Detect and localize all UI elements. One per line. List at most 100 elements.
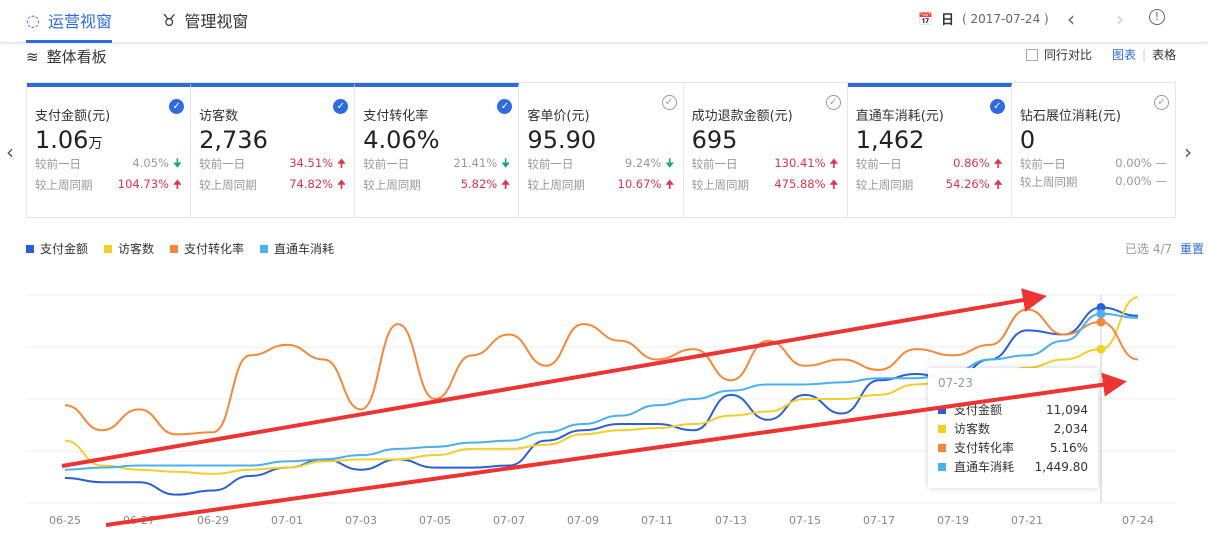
tab-manage-view[interactable]: ♉ 管理视窗 xyxy=(162,10,249,32)
metric-card[interactable]: ✓ 支付转化率 4.06% 较前一日 21.41% 🠋 较上周同期 5.82% 🠉 xyxy=(355,83,520,217)
card-title: 直通车消耗(元) xyxy=(855,109,944,124)
legend-item[interactable]: 直通车消耗 xyxy=(260,240,334,257)
card-title: 钻石展位消耗(元) xyxy=(1019,109,1121,124)
x-tick-label: 07-24 xyxy=(1122,514,1154,527)
x-tick-label: 07-17 xyxy=(863,514,895,527)
tooltip-row: 直通车消耗 1,449.80 xyxy=(938,457,1088,476)
card-value: 0 xyxy=(1019,126,1036,154)
hover-point xyxy=(1096,309,1106,319)
x-tick-label: 07-15 xyxy=(789,514,821,527)
card-value: 4.06% xyxy=(363,126,440,154)
date-picker[interactable]: 📅 日( 2017-07-24 ) xyxy=(918,11,1049,29)
cards-prev-button[interactable]: ‹ xyxy=(6,140,14,164)
legend-item[interactable]: 支付转化率 xyxy=(170,240,244,257)
x-tick-label: 07-03 xyxy=(345,514,377,527)
checked-icon[interactable]: ✓ xyxy=(989,99,1005,114)
card-title: 支付转化率 xyxy=(363,109,429,124)
trend-arrow-icon: 🠋 xyxy=(172,156,183,170)
metric-card[interactable]: ✓ 直通车消耗(元) 1,462 较前一日 0.86% 🠉 较上周同期 54.26%… xyxy=(847,83,1012,217)
week-compare: 较上周同期 10.67% 🠉 xyxy=(527,177,675,192)
metric-card[interactable]: ✓ 客单价(元) 95.90 较前一日 9.24% 🠋 较上周同期 10.67% 🠉 xyxy=(519,83,684,217)
x-tick-label: 07-13 xyxy=(715,514,747,527)
x-tick-label: 06-29 xyxy=(197,514,229,527)
section-title: ≋ 整体看板 xyxy=(26,47,107,67)
compare-checkbox[interactable] xyxy=(1026,48,1038,61)
trend-arrow-icon: — xyxy=(1155,156,1167,170)
trend-arrow-icon: 🠉 xyxy=(993,156,1003,170)
x-tick-label: 07-11 xyxy=(641,514,673,527)
hover-point xyxy=(1096,317,1106,327)
unchecked-icon[interactable]: ✓ xyxy=(825,95,841,110)
week-compare: 较上周同期 0.00% — xyxy=(1019,174,1167,189)
info-icon[interactable]: ! xyxy=(1149,9,1165,25)
x-tick-label: 07-07 xyxy=(493,514,525,527)
card-title: 访客数 xyxy=(199,109,239,124)
trend-arrow-icon: 🠉 xyxy=(993,177,1003,191)
x-tick-label: 07-01 xyxy=(271,514,303,527)
trend-arrow-icon: 🠉 xyxy=(665,177,675,191)
metric-card[interactable]: ✓ 支付金额(元) 1.06万 较前一日 4.05% 🠋 较上周同期 104.73%… xyxy=(27,83,192,217)
top-bar: ◌ 运营视窗 ♉ 管理视窗 📅 日( 2017-07-24 ) ‹ › ! xyxy=(0,0,1208,43)
unchecked-icon[interactable]: ✓ xyxy=(661,95,677,110)
next-date-button[interactable]: › xyxy=(1116,7,1124,31)
chart-legend: 支付金额 访客数 支付转化率 直通车消耗 xyxy=(26,240,334,257)
week-compare: 较上周同期 54.26% 🠉 xyxy=(855,177,1003,192)
legend-item[interactable]: 访客数 xyxy=(104,240,154,257)
trend-arrow-icon: 🠋 xyxy=(500,156,511,170)
metric-card[interactable]: ✓ 钻石展位消耗(元) 0 较前一日 0.00% — 较上周同期 0.00% — xyxy=(1012,83,1175,217)
metric-cards: ✓ 支付金额(元) 1.06万 较前一日 4.05% 🠋 较上周同期 104.73%… xyxy=(26,82,1176,218)
tooltip-row: 支付金额 11,094 xyxy=(938,400,1088,419)
x-tick-label: 07-19 xyxy=(937,514,969,527)
hover-point xyxy=(1096,302,1106,312)
week-compare: 较上周同期 5.82% 🠉 xyxy=(363,177,511,192)
card-title: 支付金额(元) xyxy=(35,109,111,124)
legend-item[interactable]: 支付金额 xyxy=(26,240,88,257)
x-tick-label: 07-05 xyxy=(419,514,451,527)
tab-ops-view[interactable]: ◌ 运营视窗 xyxy=(26,8,112,43)
unchecked-icon[interactable]: ✓ xyxy=(1153,95,1169,110)
x-tick-label: 06-27 xyxy=(123,514,155,527)
card-value: 95.90 xyxy=(527,126,597,154)
chart-view-link[interactable]: 图表 xyxy=(1112,48,1137,62)
day-compare: 较前一日 34.51% 🠉 xyxy=(199,156,347,171)
card-value: 1.06万 xyxy=(35,126,103,154)
table-view-link[interactable]: 表格 xyxy=(1152,48,1177,62)
manage-icon: ♉ xyxy=(162,10,177,30)
checked-icon[interactable]: ✓ xyxy=(497,99,513,114)
calendar-icon: 📅 xyxy=(918,11,933,26)
tooltip-row: 访客数 2,034 xyxy=(938,419,1088,438)
x-tick-label: 07-09 xyxy=(567,514,599,527)
metric-card[interactable]: ✓ 成功退款金额(元) 695 较前一日 130.41% 🠉 较上周同期 475.8… xyxy=(684,83,848,217)
card-value: 1,462 xyxy=(855,126,925,154)
trend-arrow-icon: 🠉 xyxy=(336,156,347,170)
trend-arrow-icon: 🠋 xyxy=(665,156,675,170)
hover-point xyxy=(1096,344,1106,354)
cards-next-button[interactable]: › xyxy=(1184,140,1192,164)
checked-icon[interactable]: ✓ xyxy=(169,99,185,114)
day-compare: 较前一日 0.86% 🠉 xyxy=(855,156,1003,171)
selection-info: 已选 4/7 重置 xyxy=(1125,242,1204,256)
trend-arrow-icon: 🠉 xyxy=(500,177,511,191)
card-title: 客单价(元) xyxy=(527,109,590,124)
week-compare: 较上周同期 475.88% 🠉 xyxy=(691,177,839,192)
day-compare: 较前一日 4.05% 🠋 xyxy=(35,156,183,171)
reset-link[interactable]: 重置 xyxy=(1179,242,1204,256)
day-compare: 较前一日 21.41% 🠋 xyxy=(363,156,511,171)
week-compare: 较上周同期 104.73% 🠉 xyxy=(35,177,183,192)
tooltip-row: 支付转化率 5.16% xyxy=(938,438,1088,457)
checked-icon[interactable]: ✓ xyxy=(333,99,349,114)
card-value: 695 xyxy=(691,126,738,154)
trend-arrow-icon: 🠉 xyxy=(336,177,347,191)
trend-arrow-icon: — xyxy=(1155,174,1167,188)
prev-date-button[interactable]: ‹ xyxy=(1067,7,1075,31)
day-compare: 较前一日 9.24% 🠋 xyxy=(527,156,675,171)
trend-arrow-icon: 🠉 xyxy=(829,177,839,191)
chart-tooltip: 07-23 支付金额 11,094 访客数 2,034 支付转化率 5.16% 直通车消耗 1… xyxy=(928,368,1098,488)
x-tick-label: 06-25 xyxy=(49,514,81,527)
layers-icon: ≋ xyxy=(26,47,39,66)
metric-card[interactable]: ✓ 访客数 2,736 较前一日 34.51% 🠉 较上周同期 74.82% 🠉 xyxy=(191,83,356,217)
trend-arrow-icon: 🠉 xyxy=(829,156,839,170)
card-title: 成功退款金额(元) xyxy=(691,109,793,124)
card-value: 2,736 xyxy=(199,126,268,154)
day-compare: 较前一日 0.00% — xyxy=(1019,156,1167,171)
